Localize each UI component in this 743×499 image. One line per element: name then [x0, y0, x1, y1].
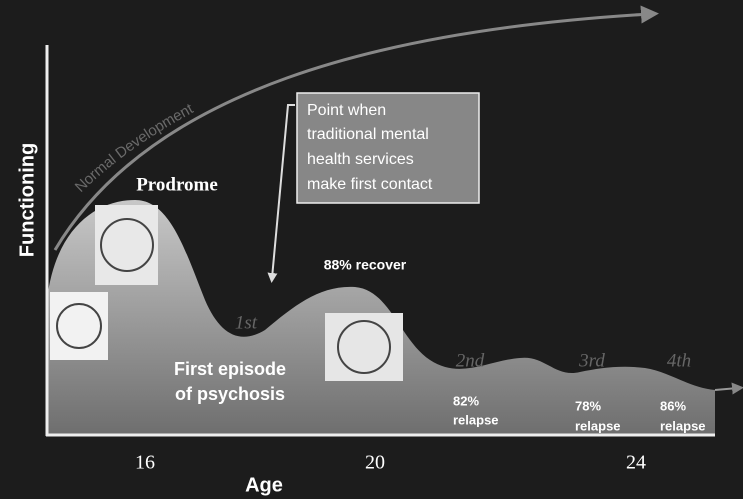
callout-line: make first contact	[307, 176, 433, 193]
relapse-label: relapse	[453, 412, 499, 427]
face-teen	[95, 205, 158, 285]
episode-label: First episode	[174, 359, 286, 379]
relapse-label: 82%	[453, 393, 479, 408]
face-child	[50, 292, 108, 360]
episode-label: of psychosis	[175, 384, 285, 404]
callout-line: health services	[307, 151, 414, 168]
face-episode	[325, 313, 403, 381]
continue-arrow	[714, 382, 743, 395]
callout-box	[296, 92, 480, 204]
episode-number: 1st	[235, 312, 258, 333]
x-label: Age	[245, 474, 283, 496]
callout-line: traditional mental	[307, 126, 429, 143]
y-label: Functioning	[16, 143, 38, 257]
episode-number: 3rd	[578, 350, 605, 371]
normal-curve	[53, 5, 659, 251]
prodrome-label: Prodrome	[136, 174, 218, 195]
episode-number: 2nd	[456, 350, 485, 371]
x-tick: 20	[365, 452, 385, 474]
callout-arrow	[267, 104, 295, 283]
relapse-label: 78%	[575, 398, 601, 413]
x-tick: 16	[135, 452, 155, 474]
relapse-label: relapse	[575, 418, 621, 433]
relapse-label: 86%	[660, 398, 686, 413]
episode-number: 4th	[667, 350, 691, 371]
callout-line: Point when	[307, 102, 386, 119]
x-tick: 24	[626, 452, 646, 474]
relapse-label: relapse	[660, 418, 706, 433]
recover-label: 88% recover	[324, 257, 407, 273]
